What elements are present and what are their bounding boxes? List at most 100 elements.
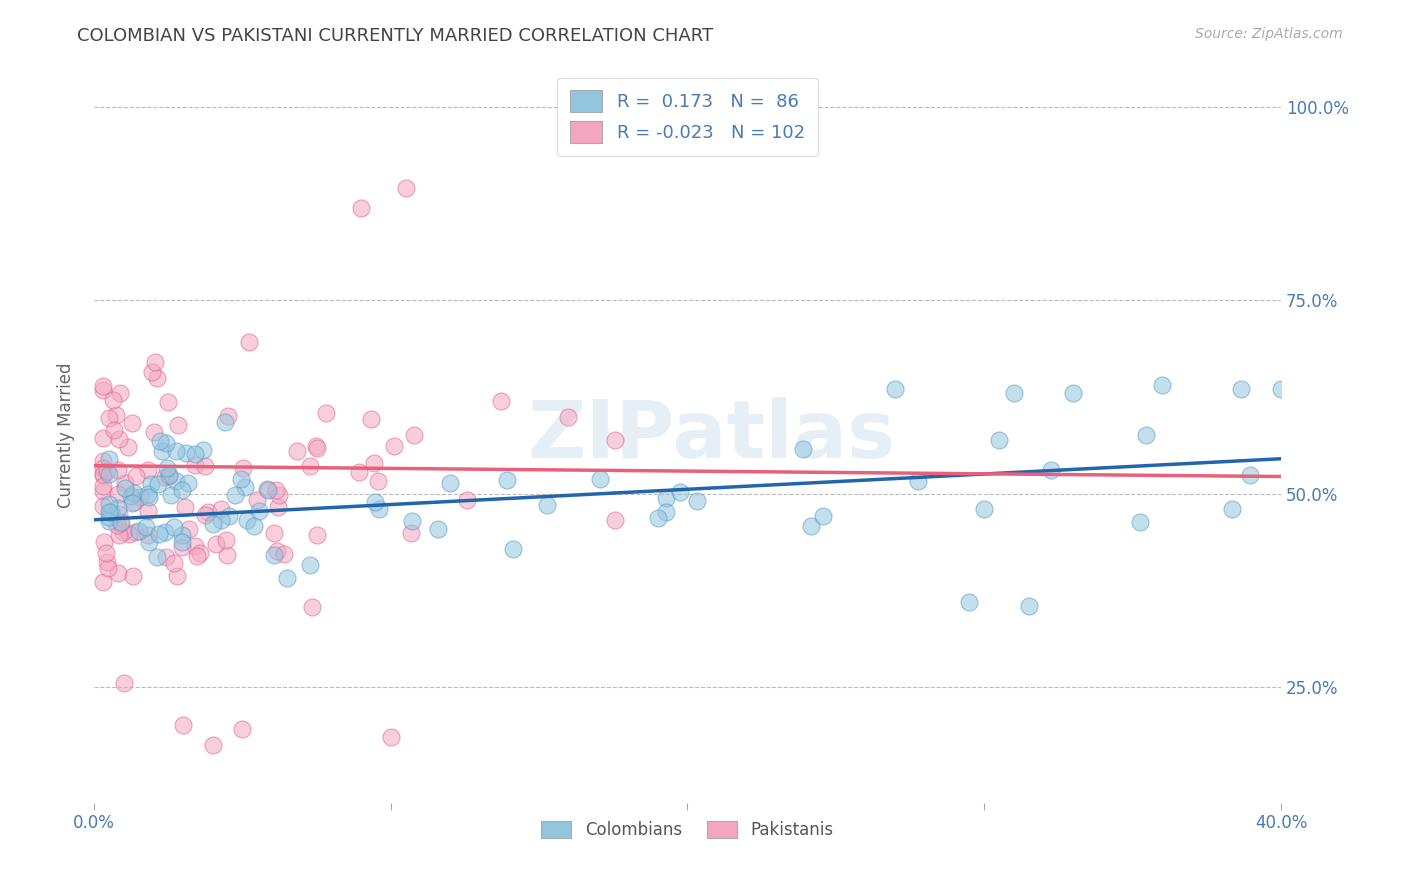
Point xyxy=(97,410,120,425)
Point xyxy=(170,528,193,542)
Point xyxy=(114,476,136,491)
Point xyxy=(93,535,115,549)
Point xyxy=(186,549,208,563)
Point xyxy=(1270,382,1292,396)
Point xyxy=(155,435,177,450)
Point xyxy=(125,469,148,483)
Point xyxy=(233,480,256,494)
Point xyxy=(101,393,124,408)
Point xyxy=(172,540,194,554)
Point xyxy=(1230,382,1253,396)
Y-axis label: Currently Married: Currently Married xyxy=(58,363,75,508)
Point xyxy=(91,454,114,468)
Point xyxy=(214,415,236,429)
Point xyxy=(108,432,131,446)
Point xyxy=(184,458,207,473)
Point xyxy=(148,527,170,541)
Text: Source: ZipAtlas.com: Source: ZipAtlas.com xyxy=(1195,27,1343,41)
Point xyxy=(654,505,676,519)
Point xyxy=(97,510,120,524)
Point xyxy=(367,475,389,489)
Point xyxy=(141,365,163,379)
Point xyxy=(184,539,207,553)
Point xyxy=(263,548,285,562)
Point xyxy=(152,444,174,458)
Point xyxy=(97,505,120,519)
Point xyxy=(128,524,150,538)
Point xyxy=(957,595,980,609)
Point xyxy=(404,428,426,442)
Point xyxy=(489,393,512,408)
Point xyxy=(174,446,197,460)
Point xyxy=(305,439,328,453)
Point xyxy=(91,468,114,483)
Point xyxy=(138,463,160,477)
Point xyxy=(194,508,217,522)
Point xyxy=(120,489,142,503)
Point xyxy=(973,502,995,516)
Legend: R =  0.173   N =  86, R = -0.023   N = 102: R = 0.173 N = 86, R = -0.023 N = 102 xyxy=(557,78,818,156)
Point xyxy=(100,505,122,519)
Point xyxy=(91,383,114,397)
Point xyxy=(800,518,823,533)
Point xyxy=(163,520,186,534)
Point xyxy=(197,505,219,519)
Point xyxy=(202,516,225,531)
Point xyxy=(129,490,152,504)
Point xyxy=(91,499,114,513)
Point xyxy=(363,456,385,470)
Point xyxy=(247,504,270,518)
Point xyxy=(97,497,120,511)
Point xyxy=(91,379,114,393)
Point xyxy=(647,510,669,524)
Point xyxy=(177,475,200,490)
Point xyxy=(907,475,929,489)
Point xyxy=(987,433,1010,447)
Text: COLOMBIAN VS PAKISTANI CURRENTLY MARRIED CORRELATION CHART: COLOMBIAN VS PAKISTANI CURRENTLY MARRIED… xyxy=(77,27,713,45)
Point xyxy=(263,525,285,540)
Point xyxy=(91,479,114,493)
Point xyxy=(215,533,238,547)
Point xyxy=(654,491,676,505)
Point xyxy=(205,537,228,551)
Point xyxy=(188,546,211,560)
Point xyxy=(224,488,246,502)
Point xyxy=(166,569,188,583)
Point xyxy=(146,549,169,564)
Point xyxy=(118,527,141,541)
Point xyxy=(97,467,120,482)
Point xyxy=(884,382,907,396)
Point xyxy=(146,371,169,385)
Point xyxy=(191,442,214,457)
Point xyxy=(267,500,290,515)
Point xyxy=(96,546,118,560)
Point xyxy=(91,431,114,445)
Point xyxy=(246,492,269,507)
Point xyxy=(1220,502,1243,516)
Point xyxy=(1018,599,1040,613)
Point xyxy=(97,561,120,575)
Point xyxy=(146,477,169,491)
Point xyxy=(502,541,524,556)
Point xyxy=(266,544,288,558)
Point xyxy=(301,600,323,615)
Point xyxy=(218,509,240,524)
Point xyxy=(166,418,188,433)
Point xyxy=(172,483,194,497)
Point xyxy=(160,487,183,501)
Point xyxy=(105,518,128,533)
Point xyxy=(110,385,132,400)
Point xyxy=(91,467,114,481)
Point xyxy=(238,335,260,350)
Point xyxy=(589,472,612,486)
Point xyxy=(1062,386,1084,401)
Point xyxy=(229,472,252,486)
Point xyxy=(108,507,131,521)
Point xyxy=(145,355,167,369)
Point xyxy=(91,461,114,475)
Point xyxy=(155,524,177,539)
Point xyxy=(1002,386,1025,401)
Point xyxy=(104,408,127,422)
Point xyxy=(427,522,450,536)
Point xyxy=(165,474,187,488)
